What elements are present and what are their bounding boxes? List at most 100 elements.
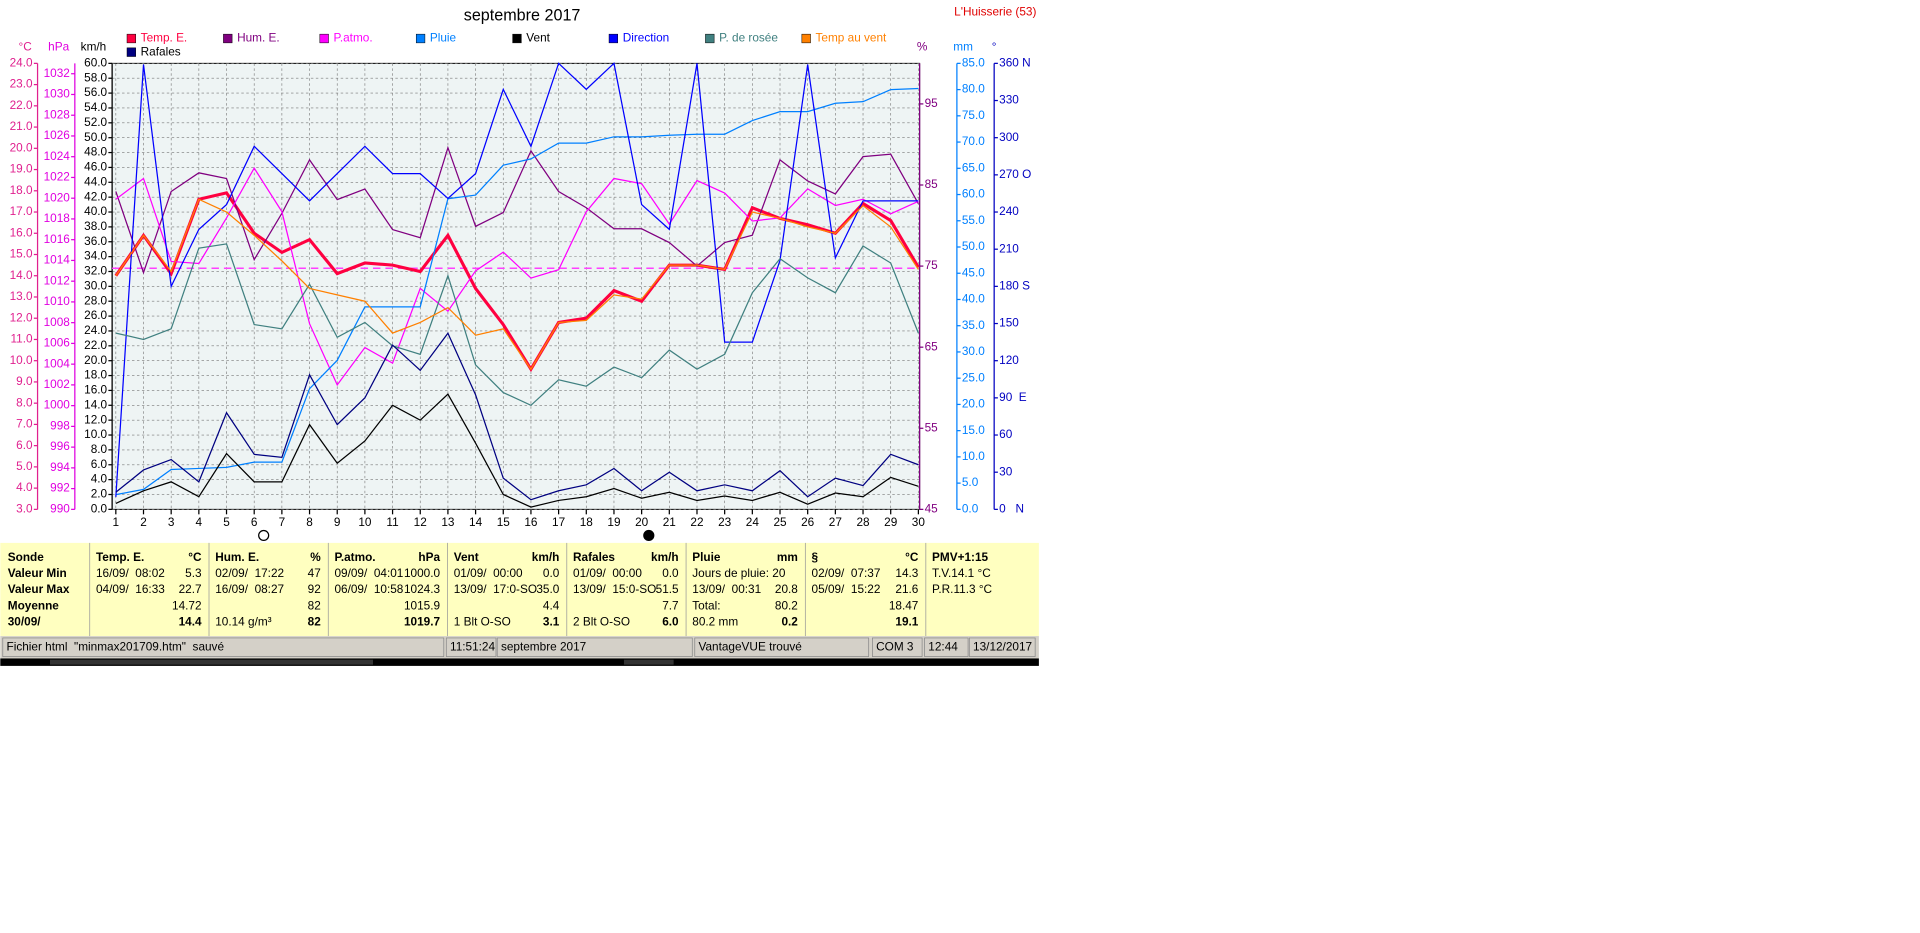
legend-swatch <box>319 33 329 44</box>
y-tick-label: 6.0 <box>16 438 33 452</box>
y-tick-label: 10.0 <box>84 427 107 441</box>
y-tick-label: 180 S <box>999 278 1030 292</box>
y-tick-label: 120 <box>999 353 1019 367</box>
cell-value: 47 <box>308 566 321 580</box>
status-text: COM 3 <box>876 639 914 653</box>
y-tick-label: 1004 <box>44 356 71 370</box>
y-tick-label: 13.0 <box>10 289 33 303</box>
axis-unit: °C <box>19 39 33 53</box>
legend-swatch <box>608 33 618 44</box>
y-tick-label: 1014 <box>44 253 71 267</box>
y-tick-label: 9.0 <box>16 374 33 388</box>
y-tick-label: 1000 <box>44 398 71 412</box>
y-tick-label: 10.0 <box>962 449 985 463</box>
y-tick-label: 22.0 <box>10 98 33 112</box>
y-tick-label: 52.0 <box>84 115 107 129</box>
y-tick-label: 0.0 <box>962 501 979 515</box>
y-tick-label: 1008 <box>44 315 71 329</box>
status-bar <box>0 636 1039 659</box>
y-tick-label: 48.0 <box>84 145 107 159</box>
axis-unit: ° <box>992 39 997 53</box>
y-tick-label: 55.0 <box>962 213 985 227</box>
y-tick-label: 45 <box>925 501 939 515</box>
x-tick-label: 11 <box>386 515 398 529</box>
y-tick-label: 46.0 <box>84 160 107 174</box>
column-header: § <box>812 550 819 564</box>
y-tick-label: 16.0 <box>10 225 33 239</box>
x-tick-label: 24 <box>746 515 760 529</box>
x-tick-label: 12 <box>414 515 427 529</box>
cell-value: 14.4 <box>179 615 202 629</box>
axis-unit: mm <box>953 39 973 53</box>
legend-label: Rafales <box>141 44 181 58</box>
legend-label: P. de rosée <box>719 31 778 45</box>
column-header: Hum. E. <box>215 550 259 564</box>
cell-value: 51.5 <box>656 582 679 596</box>
y-tick-label: 1032 <box>44 66 70 80</box>
legend-label: Pluie <box>430 31 457 45</box>
series-line <box>115 243 919 407</box>
status-text: VantageVUE trouvé <box>698 639 802 653</box>
cell-text: 01/09/ 00:00 <box>454 566 523 580</box>
column-unit: hPa <box>418 550 440 564</box>
status-text: 13/12/2017 <box>973 639 1032 653</box>
y-tick-label: 1020 <box>44 190 71 204</box>
y-tick-label: 7.0 <box>16 417 33 431</box>
y-tick-label: 28.0 <box>84 293 107 307</box>
y-tick-label: 60.0 <box>84 55 107 69</box>
x-tick-label: 9 <box>334 515 341 529</box>
cell-text: 05/09/ 15:22 <box>812 582 881 596</box>
y-tick-label: 1018 <box>44 211 71 225</box>
y-tick-label: 5.0 <box>962 475 979 489</box>
y-tick-label: 36.0 <box>84 234 107 248</box>
taskbar <box>0 658 1039 666</box>
y-tick-label: 90 E <box>999 390 1027 404</box>
y-tick-label: 60.0 <box>962 187 985 201</box>
y-tick-label: 23.0 <box>10 77 33 91</box>
status-field <box>872 637 923 657</box>
cell-text: 02/09/ 07:37 <box>812 566 881 580</box>
series-line <box>115 331 919 501</box>
cell-text: 13/09/ 00:31 <box>692 582 761 596</box>
status-text: Fichier html "minmax201709.htm" sauvé <box>7 639 225 653</box>
cell-value: 0.2 <box>781 615 798 629</box>
y-tick-label: 996 <box>50 439 70 453</box>
column-unit: km/h <box>651 550 679 564</box>
cell-value: 3.1 <box>543 615 560 629</box>
cell-value: 82 <box>308 598 321 612</box>
cell-value: 1024.3 <box>404 582 441 596</box>
y-tick-label: 14.0 <box>10 268 33 282</box>
cell-text: 01/09/ 00:00 <box>573 566 642 580</box>
column-unit: °C <box>188 550 202 564</box>
series-line <box>115 145 919 275</box>
cell-value: 19.1 <box>895 615 918 629</box>
axis-unit: % <box>917 39 928 53</box>
y-tick-label: 14.0 <box>84 397 107 411</box>
x-tick-label: 17 <box>552 515 565 529</box>
axis-unit: hPa <box>48 39 69 53</box>
y-tick-label: 1016 <box>44 232 71 246</box>
y-tick-label: 5.0 <box>16 459 33 473</box>
y-tick-label: 1012 <box>44 273 70 287</box>
moon-icon <box>258 529 270 542</box>
cell-value: 1000.0 <box>404 566 441 580</box>
y-tick-label: 0.0 <box>91 501 108 515</box>
x-tick-label: 14 <box>469 515 483 529</box>
legend-swatch <box>126 47 136 57</box>
cell-value: 4.4 <box>543 598 560 612</box>
legend-swatch <box>415 33 426 44</box>
x-tick-label: 1 <box>113 515 120 529</box>
cell-value: 80.2 <box>775 598 798 612</box>
y-tick-label: 4.0 <box>16 480 33 494</box>
y-tick-label: 10.0 <box>10 353 33 367</box>
x-tick-label: 5 <box>223 515 230 529</box>
x-tick-label: 29 <box>884 515 897 529</box>
cell-value: 82 <box>308 615 322 629</box>
cell-text: Total: <box>692 598 720 612</box>
y-tick-label: 70.0 <box>962 134 985 148</box>
y-tick-label: 360 N <box>999 55 1030 69</box>
x-tick-label: 20 <box>635 515 649 529</box>
y-tick-label: 300 <box>999 130 1019 144</box>
legend-label: Direction <box>623 31 670 45</box>
cell-text: 1 Blt O-SO <box>454 615 511 629</box>
